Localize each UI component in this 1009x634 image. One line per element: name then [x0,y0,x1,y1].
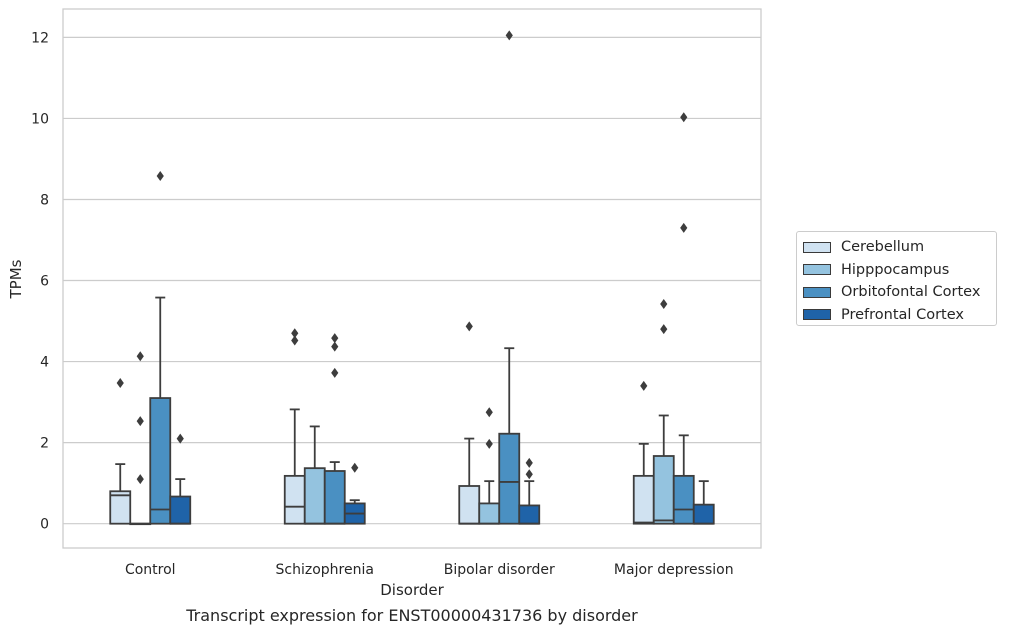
box [692,503,715,525]
box [169,495,192,525]
outlier-point [116,378,124,389]
box [458,485,481,525]
outlier-point [485,438,493,449]
legend-swatch [803,286,831,298]
box-cerebellum [283,328,306,525]
x-tick-labels: Control Schizophrenia Bipolar disorder Majo… [125,562,734,578]
x-tick-label: Control [125,562,176,578]
y-gridlines [63,36,761,525]
legend-item: Hipppocampus [803,259,996,282]
box-orbitofontal-cortex [672,112,695,525]
box-hipppocampus [129,351,152,526]
legend-swatch [803,264,831,276]
box-hipppocampus [478,407,501,525]
box [498,432,521,525]
legend-swatch [803,241,831,253]
box-cerebellum [632,380,655,525]
outlier-point [351,462,359,473]
outlier-point [331,333,339,344]
legend-label: Hipppocampus [841,261,950,278]
legend: Cerebellum Hipppocampus Orbitofontal Corte… [796,231,997,326]
outlier-point [680,112,688,123]
plot-area-frame [62,8,762,549]
legend-item: Prefrontal Cortex [803,304,996,327]
outlier-point [156,170,164,181]
box-prefrontal-cortex [343,462,366,525]
legend-label: Orbitofontal Cortex [841,284,981,301]
box-hipppocampus [303,425,326,525]
outlier-point [640,380,648,391]
legend-swatch [803,309,831,321]
legend-label: Prefrontal Cortex [841,306,964,323]
outlier-point [505,30,513,41]
x-axis-label: Disorder [380,581,444,599]
x-tick-label: Bipolar disorder [444,562,555,578]
box-orbitofontal-cortex [149,170,172,525]
box [149,397,172,525]
outlier-point [525,457,533,468]
box-hipppocampus [652,299,675,525]
legend-item: Orbitofontal Cortex [803,281,996,304]
box [303,467,326,525]
box-cerebellum [458,321,481,525]
outlier-point [291,328,299,339]
box [283,474,306,525]
y-tick-labels: 0 2 4 6 8 10 12 [31,30,49,532]
box-cerebellum [109,378,132,525]
y-tick-label: 2 [40,436,49,452]
y-tick-label: 8 [40,192,49,208]
outlier-point [680,222,688,233]
outlier-point [291,335,299,346]
outlier-point [465,321,473,332]
chart-caption: Transcript expression for ENST0000043173… [186,606,638,625]
x-tick-label: Major depression [614,562,734,578]
box [323,470,346,525]
box-groups [109,30,715,526]
y-tick-label: 12 [31,30,49,46]
outlier-point [485,407,493,418]
y-tick-label: 4 [40,355,49,371]
outlier-point [331,341,339,352]
box-prefrontal-cortex [518,457,541,525]
box [632,474,655,525]
outlier-point [331,367,339,378]
box [672,474,695,525]
y-tick-label: 10 [31,111,49,127]
box [518,504,541,525]
outlier-point [136,416,144,427]
box-prefrontal-cortex [169,433,192,525]
y-tick-label: 6 [40,274,49,290]
outlier-point [136,474,144,485]
box-prefrontal-cortex [692,480,715,525]
box [652,455,675,525]
legend-label: Cerebellum [841,239,925,256]
y-axis-label: TPMs [7,259,25,299]
outlier-point [660,324,668,335]
box [478,502,501,525]
box-orbitofontal-cortex [323,333,346,525]
y-tick-label: 0 [40,517,49,533]
box [109,490,132,525]
box-orbitofontal-cortex [498,30,521,525]
outlier-point [136,351,144,362]
outlier-point [525,469,533,480]
legend-item: Cerebellum [803,236,996,259]
outlier-point [660,299,668,310]
x-tick-label: Schizophrenia [276,562,374,578]
outlier-point [176,433,184,444]
